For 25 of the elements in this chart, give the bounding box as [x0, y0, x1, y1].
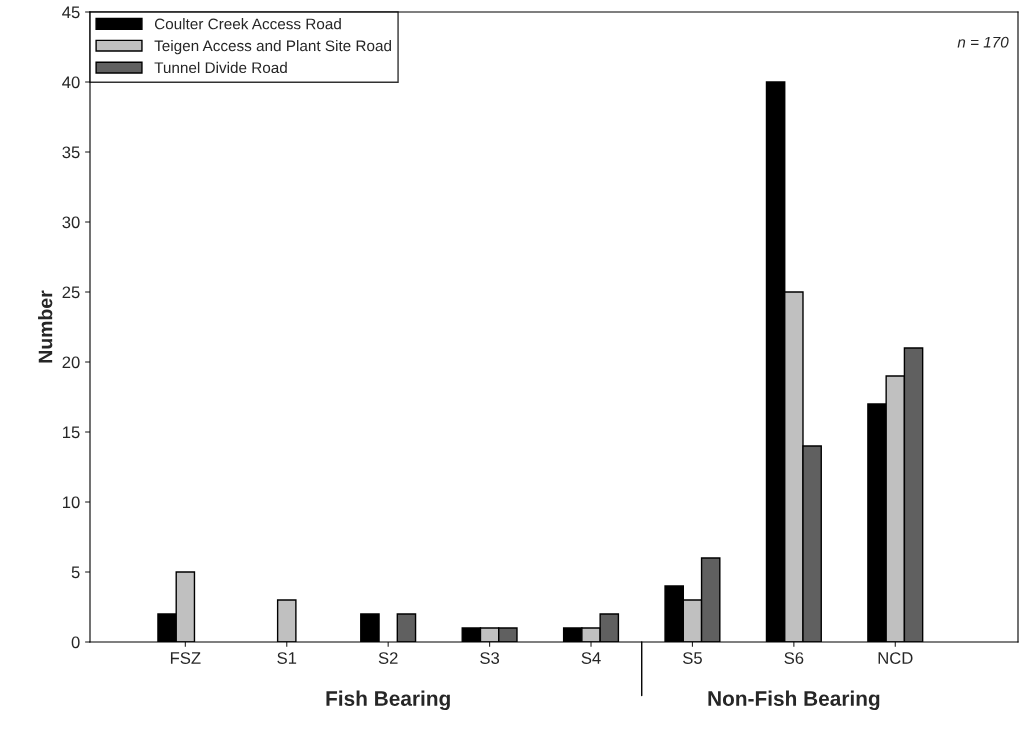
y-tick-label: 45	[62, 6, 80, 19]
text: Non-Fish Bearing	[708, 690, 880, 711]
y-tick-label: 40	[62, 76, 80, 89]
y-tick-label: 15	[63, 426, 80, 439]
y-axis-title: Number	[38, 290, 53, 363]
y-tick-label: 35	[62, 146, 80, 159]
y-tick-label: 0	[71, 636, 80, 649]
legend-label: Tunnel Divide Road	[154, 61, 287, 74]
x-tick-label: S2	[378, 652, 398, 664]
y-tick-label: 5	[71, 566, 80, 579]
y-tick-label: 25	[62, 286, 80, 299]
x-tick-label: NCD	[878, 652, 913, 664]
legend-label: Coulter Creek Access Road	[154, 18, 341, 30]
y-tick-label: 30	[62, 216, 80, 229]
annotation: n = 170	[957, 36, 1009, 48]
x-tick-label: S1	[277, 652, 297, 664]
y-tick-label: 20	[62, 356, 80, 369]
legend-label: Teigen Access and Plant Site Road	[154, 39, 391, 55]
x-tick-label: S3	[480, 652, 500, 664]
text: Fish Bearing	[326, 690, 450, 711]
x-tick-label: FSZ	[170, 652, 201, 664]
x-tick-label: S4	[581, 652, 601, 664]
x-tick-label: S6	[784, 652, 804, 664]
x-tick-label: S5	[683, 652, 702, 664]
y-tick-label: 10	[63, 496, 80, 509]
